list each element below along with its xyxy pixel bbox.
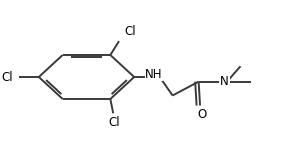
Text: N: N (220, 75, 229, 88)
Text: O: O (197, 108, 206, 121)
Text: NH: NH (145, 68, 163, 81)
Text: Cl: Cl (109, 116, 120, 129)
Text: Cl: Cl (125, 25, 136, 38)
Text: Cl: Cl (1, 71, 13, 83)
